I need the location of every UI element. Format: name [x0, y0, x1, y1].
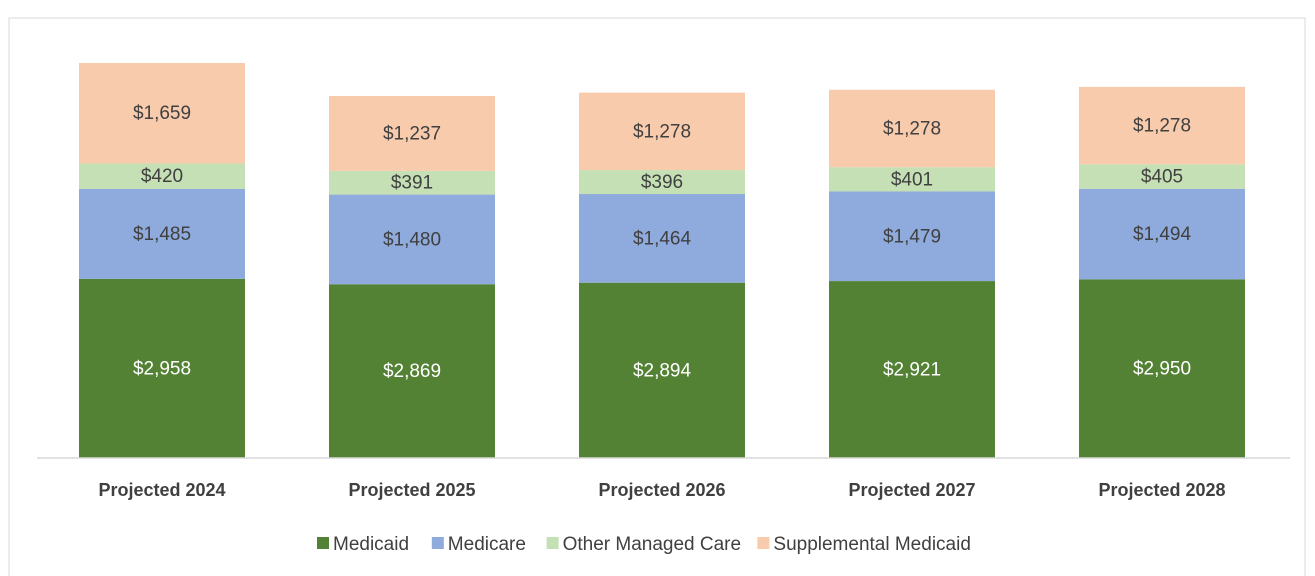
x-tick-label: Projected 2027	[848, 480, 975, 500]
bar-segment	[1079, 279, 1245, 458]
data-label: $2,950	[1133, 359, 1191, 380]
bar-segment	[329, 95, 495, 171]
data-label: $2,894	[633, 360, 692, 381]
bar-segment	[829, 89, 995, 168]
bar-segment	[579, 194, 745, 283]
data-label: $1,494	[1133, 224, 1192, 245]
bar-segment	[579, 92, 745, 171]
bar-segment	[829, 281, 995, 458]
x-tick-label: Projected 2025	[348, 480, 475, 500]
data-label: $391	[391, 173, 433, 194]
x-tick-label: Projected 2024	[98, 480, 225, 500]
data-label: $1,237	[383, 123, 441, 144]
legend-label: Supplemental Medicaid	[773, 534, 971, 555]
bar-segment	[79, 163, 245, 189]
data-label: $405	[1141, 167, 1183, 188]
data-label: $2,869	[383, 361, 441, 382]
data-label: $1,278	[883, 119, 941, 140]
bar-segment	[1079, 86, 1245, 165]
legend-label: Medicare	[448, 534, 526, 555]
data-label: $1,278	[633, 121, 691, 142]
bar-segment	[79, 278, 245, 458]
data-label: $2,958	[133, 358, 191, 379]
chart-frame	[8, 17, 1306, 576]
data-label: $420	[141, 166, 183, 187]
legend-swatch	[431, 537, 444, 549]
legend-swatch	[757, 537, 770, 549]
bar-segment	[1079, 188, 1245, 280]
bar-segment	[79, 188, 245, 279]
bar-segment	[329, 170, 495, 195]
data-label: $1,278	[1133, 116, 1191, 137]
data-label: $1,480	[383, 229, 441, 250]
bar-segment	[1079, 164, 1245, 189]
data-label: $1,659	[133, 103, 191, 124]
bar-segment	[329, 284, 495, 458]
data-label: $2,921	[883, 360, 941, 381]
bar-segment	[829, 167, 995, 192]
legend-label: Other Managed Care	[563, 534, 742, 555]
bar-segment	[579, 282, 745, 458]
legend-label: Medicaid	[333, 534, 409, 555]
x-tick-label: Projected 2028	[1098, 480, 1225, 500]
legend-swatch	[546, 537, 559, 549]
bar-segment	[79, 62, 245, 164]
x-tick-label: Projected 2026	[598, 480, 725, 500]
data-label: $1,479	[883, 226, 941, 247]
data-label: $1,464	[633, 228, 692, 249]
legend-swatch	[317, 537, 329, 549]
data-label: $401	[891, 169, 933, 190]
data-label: $1,485	[133, 224, 191, 245]
bar-segment	[579, 170, 745, 195]
bar-segment	[329, 194, 495, 285]
data-label: $396	[641, 172, 683, 193]
bar-segment	[829, 191, 995, 282]
